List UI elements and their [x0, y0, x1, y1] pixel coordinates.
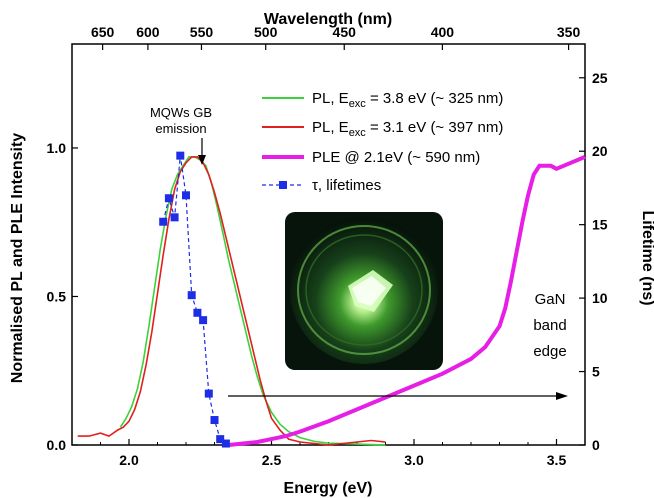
lifetime-points [159, 151, 230, 448]
x-top-tick-label: 650 [91, 24, 115, 40]
y-right-tick-label: 5 [592, 364, 600, 380]
lifetime-point [182, 191, 190, 200]
y-left-tick-label: 0.5 [47, 288, 67, 304]
mqw-arrow [198, 138, 206, 165]
x-top-tick-label: 550 [190, 24, 214, 40]
gan-annotation-line1: GaN [535, 291, 566, 308]
lifetime-point [216, 435, 225, 444]
y-left-axis-title: Normalised PL and PLE Intensity [9, 133, 26, 384]
x-bottom-ticks: 2.0 2.5 3.0 3.5 [100, 439, 567, 468]
y-right-ticks: 0 5 10 15 20 25 [579, 70, 608, 453]
x-bottom-tick-label: 2.5 [262, 452, 282, 468]
x-bottom-tick-label: 2.0 [119, 452, 139, 468]
x-top-tick-label: 450 [333, 24, 357, 40]
x-top-tick-label: 500 [254, 24, 278, 40]
x-top-ticks: 650 600 550 500 450 400 350 [91, 24, 581, 50]
y-left-tick-label: 0.0 [47, 437, 67, 453]
inset-photo [285, 212, 443, 370]
legend-marker-lifetime [279, 181, 287, 189]
lifetime-point [164, 194, 173, 203]
band-arrow [228, 392, 568, 400]
mqw-annotation-line2: emission [155, 121, 206, 136]
legend-label-ple: PLE @ 2.1eV (~ 590 nm) [312, 149, 480, 166]
lifetime-point [210, 416, 219, 425]
gan-annotation-line3: edge [533, 343, 566, 360]
x-top-tick-label: 400 [431, 24, 455, 40]
lifetime-point [187, 291, 196, 300]
lifetime-point [176, 151, 185, 160]
lifetime-point [193, 308, 202, 317]
lifetime-point [221, 439, 230, 448]
lifetime-point [170, 213, 179, 222]
x-top-tick-label: 600 [136, 24, 160, 40]
y-right-tick-label: 20 [592, 143, 608, 159]
legend-label-lifetime: τ, lifetimes [312, 177, 381, 194]
lifetime-point [204, 389, 213, 398]
y-right-tick-label: 0 [592, 437, 600, 453]
x-top-axis-title: Wavelength (nm) [264, 11, 392, 28]
legend: PL, Eexc = 3.8 eV (~ 325 nm) PL, Eexc = … [262, 90, 503, 194]
x-bottom-tick-label: 3.0 [404, 452, 424, 468]
y-right-tick-label: 15 [592, 217, 608, 233]
y-right-tick-label: 25 [592, 70, 608, 86]
mqw-annotation-line1: MQWs GB [150, 105, 212, 120]
pl-3.1ev-series-line [77, 156, 386, 446]
x-bottom-tick-label: 3.5 [547, 452, 567, 468]
legend-label-pl-3.1ev: PL, Eexc = 3.1 eV (~ 397 nm) [312, 119, 503, 139]
y-left-tick-label: 1.0 [47, 140, 67, 156]
y-left-ticks: 0.0 0.5 1.0 [47, 140, 78, 453]
y-right-tick-label: 10 [592, 290, 608, 306]
ple-series-line [228, 155, 586, 447]
y-right-axis-title: Lifetime (ns) [639, 210, 654, 305]
lifetime-point [159, 217, 168, 226]
x-axis-title: Energy (eV) [284, 480, 373, 497]
x-top-tick-label: 350 [557, 24, 581, 40]
gan-annotation-line2: band [533, 317, 566, 334]
pl-3.8ev-series-line [119, 156, 386, 446]
lifetime-point [199, 316, 208, 325]
legend-label-pl-3.8ev: PL, Eexc = 3.8 eV (~ 325 nm) [312, 90, 503, 110]
